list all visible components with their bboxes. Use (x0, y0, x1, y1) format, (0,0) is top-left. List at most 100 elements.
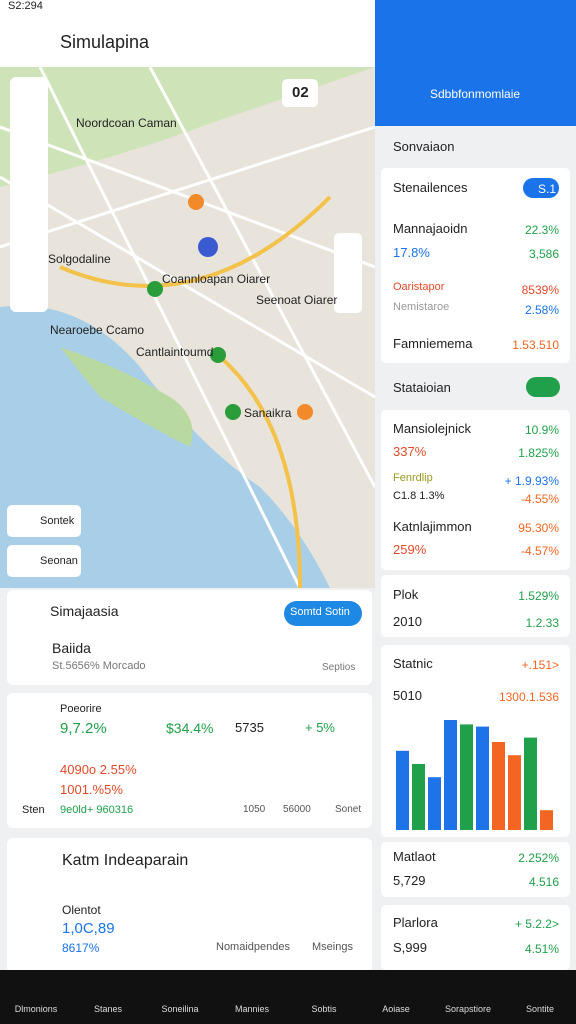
label: 1.529% (518, 589, 559, 603)
label: S.1 (537, 182, 556, 196)
label: 02 (292, 84, 309, 101)
label: 1,0C,89 (62, 920, 115, 937)
label: Fenrdlip (393, 472, 433, 484)
label: Mannies (234, 1004, 270, 1014)
bar (444, 720, 457, 830)
label: Nemistaroe (393, 301, 450, 313)
right-header (375, 0, 576, 126)
label: Stenailences (393, 180, 468, 195)
bar (460, 724, 473, 830)
label: Aoiase (382, 1004, 410, 1014)
label: 4.51% (524, 942, 559, 956)
label: 1.53.510 (512, 338, 559, 352)
panel-card (381, 410, 570, 570)
bar (412, 764, 425, 830)
label: Seonan (40, 555, 78, 567)
label: 9e0ld+ 960316 (60, 804, 134, 816)
label: S2:294 (8, 0, 43, 12)
label: Oaristapor (393, 281, 445, 293)
button[interactable] (284, 601, 362, 626)
label: Somtd Sotin (290, 606, 350, 618)
label: Mannajaoidn (393, 221, 468, 236)
label: 2.58% (524, 303, 559, 317)
label: +.151> (521, 658, 559, 672)
label: Baiida (52, 640, 91, 656)
label: Sonvaiaon (393, 139, 455, 154)
label: S,999 (393, 940, 427, 955)
label: Simajaasia (50, 603, 119, 619)
label: Sobtis (311, 1004, 337, 1014)
label: Sanaikra (244, 406, 292, 420)
top-bar (0, 0, 375, 67)
label: Solgodaline (48, 252, 111, 266)
label: 1.825% (518, 446, 559, 460)
label: 8617% (62, 941, 100, 955)
label: 259% (393, 542, 427, 557)
label: Olentot (62, 903, 101, 917)
label: Stataioian (393, 380, 451, 395)
label: Katnlajimmon (393, 519, 472, 534)
label: Soneilina (161, 1004, 199, 1014)
bar (508, 755, 521, 830)
label: Stanes (93, 1004, 123, 1014)
label: + 5% (305, 720, 335, 735)
label: 1300.1.536 (498, 690, 559, 704)
label: Plok (393, 587, 419, 602)
panel-card (381, 575, 570, 637)
info-card (7, 838, 372, 973)
label: Sorapstiore (444, 1004, 492, 1014)
panel-card (381, 842, 570, 897)
panel-card (381, 905, 570, 970)
label: 5735 (235, 720, 264, 735)
label: C1.8 1.3% (393, 490, 445, 502)
bar (396, 750, 409, 830)
label: 4090o 2.55% (60, 762, 137, 777)
label: Simulapina (60, 32, 150, 52)
panel-card (381, 168, 570, 363)
label: Mansiolejnick (393, 421, 472, 436)
bar (476, 726, 489, 830)
label: Statnic (393, 656, 433, 671)
label: 17.8% (393, 245, 430, 260)
label: 22.3% (524, 223, 559, 237)
label: 1.2.33 (525, 616, 559, 630)
label: Sontite (525, 1004, 555, 1014)
map (0, 67, 375, 588)
label: Poeorire (60, 703, 102, 715)
label: Plarlora (393, 915, 438, 930)
label: Sonet (335, 804, 362, 815)
label: 10.9% (524, 423, 559, 437)
bar (492, 742, 505, 830)
label: 1001.%5% (60, 782, 123, 797)
label: Matlaot (393, 849, 436, 864)
label: 95.30% (518, 521, 559, 535)
bar-chart (396, 720, 553, 830)
label: -4.55% (520, 492, 559, 506)
label: Sdbbfonmomlaie (430, 87, 521, 101)
label: 1050 (243, 804, 266, 815)
bar (428, 777, 441, 830)
toggle[interactable] (526, 377, 560, 397)
label: 4.516 (528, 875, 559, 889)
label: + 1.9.93% (504, 474, 559, 488)
label: 337% (393, 444, 427, 459)
label: Sontek (40, 515, 75, 527)
label: Coannloapan Oiarer (162, 272, 271, 286)
label: 8539% (521, 283, 559, 297)
label: 5,729 (393, 873, 426, 888)
label: -4.57% (520, 544, 559, 558)
label: 2010 (393, 614, 422, 629)
label: Cantlaintoumd (136, 345, 214, 359)
label: $34.4% (166, 720, 214, 736)
label: 5010 (393, 688, 422, 703)
bar (524, 737, 537, 830)
label: Famniemema (393, 336, 473, 351)
label: Katm Indeaparain (62, 852, 189, 869)
label: Sten (22, 804, 45, 816)
label: 2.252% (518, 851, 559, 865)
label: 56000 (283, 804, 311, 815)
label: Mseings (312, 941, 353, 953)
bottom-nav (0, 970, 576, 1024)
label: Septios (322, 662, 356, 673)
label: Nomaidpendes (216, 941, 290, 953)
